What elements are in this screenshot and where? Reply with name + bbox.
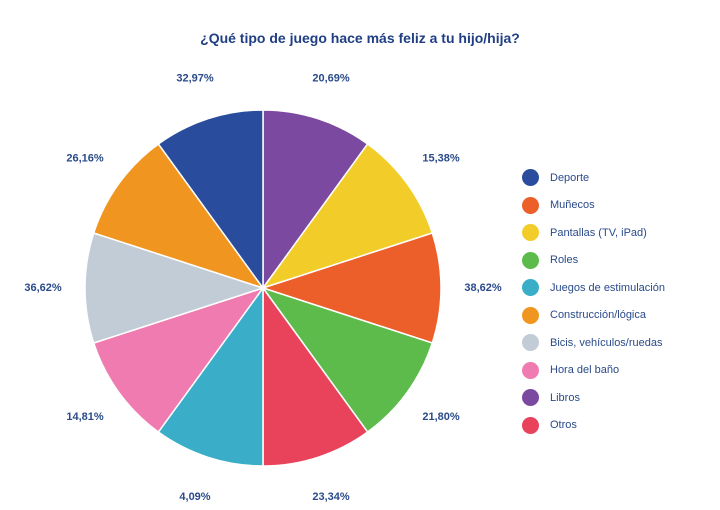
legend-label: Pantallas (TV, iPad) [550,226,647,239]
legend-item: Juegos de estimulación [522,274,665,302]
pie-slice-otros [262,285,369,467]
legend-swatch [522,196,539,214]
legend-swatch [522,279,539,297]
pie-data-label: 26,16% [66,153,104,165]
legend-swatch [522,416,539,434]
pie-slices [84,109,442,467]
legend-swatch [522,389,539,407]
legend-item: Pantallas (TV, iPad) [522,219,665,247]
pie-data-label: 21,80% [422,411,460,423]
legend-swatch [522,169,539,187]
pie-slice-libros [262,109,369,291]
legend-label: Bicis, vehículos/ruedas [550,336,663,349]
legend-item: Construcción/lógica [522,302,665,330]
legend: Deporte Muñecos Pantallas (TV, iPad) Rol… [522,164,665,439]
legend-swatch [522,334,539,352]
legend-label: Hora del baño [550,364,620,377]
legend-item: Hora del baño [522,357,665,385]
pie-slice-mu-ecos [260,232,442,344]
pie-data-label: 38,62% [464,282,502,294]
pie-slice-construcci-n-l-gica [92,142,265,290]
legend-swatch [522,361,539,379]
legend-label: Juegos de estimulación [550,281,665,294]
legend-label: Muñecos [550,199,595,212]
legend-item: Muñecos [522,192,665,220]
legend-label: Construcción/lógica [550,309,646,322]
legend-item: Bicis, vehículos/ruedas [522,329,665,357]
legend-label: Roles [550,254,579,267]
pie-data-label: 15,38% [422,153,460,165]
legend-swatch [522,251,539,269]
pie-data-label: 20,69% [312,73,350,85]
pie-data-label: 23,34% [312,491,350,503]
legend-swatch [522,306,539,324]
pie-slice-deporte [157,109,264,291]
pie-slice-pantallas-tv-ipad [261,142,434,290]
pie-data-label: 4,09% [179,491,210,503]
pie-labels: 20,69% 15,38% 38,62% 21,80% 23,34% 4,09% 14,81… [24,73,502,503]
legend-item: Roles [522,247,665,275]
legend-label: Deporte [550,171,590,184]
legend-label: Libros [550,391,580,404]
chart-title: ¿Qué tipo de juego hace más feliz a tu h… [200,30,520,46]
pie-slice-roles [261,286,434,434]
legend-swatch [522,224,539,242]
legend-item: Libros [522,384,665,412]
pie-slice-bicis-veh-culos-ruedas [84,232,266,344]
legend-item: Otros [522,412,665,440]
pie-data-label: 14,81% [66,411,104,423]
pie-data-label: 36,62% [24,282,62,294]
legend-item: Deporte [522,164,665,192]
pie-data-label: 32,97% [176,73,214,85]
legend-label: Otros [550,419,577,432]
pie-slice-hora-del-ba-o [92,286,265,434]
pie-slice-juegos-de-estimulaci-n [157,285,264,467]
